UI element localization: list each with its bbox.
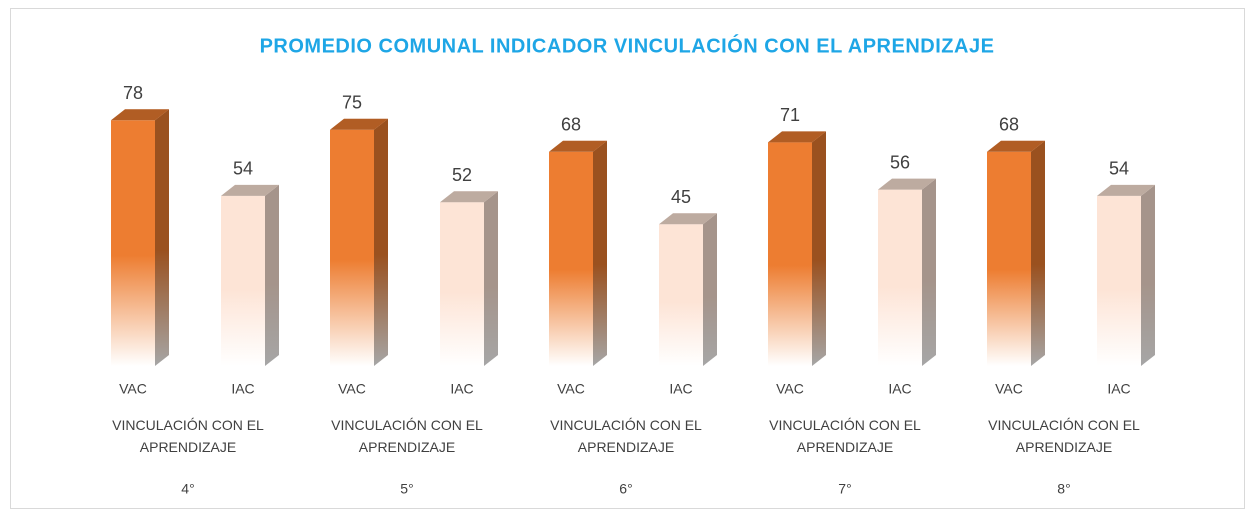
x-tick-label: VAC: [557, 381, 585, 397]
bar-top: [987, 140, 1045, 152]
bar: [440, 191, 498, 366]
bar-front: [330, 129, 374, 366]
bar-side: [812, 131, 826, 366]
x-tick-label: VAC: [995, 381, 1023, 397]
bar: [878, 178, 936, 366]
value-label: 56: [890, 152, 910, 172]
x-tick-label: IAC: [669, 381, 692, 397]
x-tick-label: IAC: [888, 381, 911, 397]
bar-front: [221, 195, 265, 366]
bar-top-shade: [768, 131, 826, 143]
x-tick-label: VAC: [338, 381, 366, 397]
x-tick-label: IAC: [450, 381, 473, 397]
group-label: VINCULACIÓN CON EL APRENDIZAJE: [331, 417, 483, 455]
bar-side-shade: [265, 184, 279, 366]
bar-front: [1097, 195, 1141, 366]
bar-side-shade: [1141, 184, 1155, 366]
bar-top: [440, 191, 498, 203]
value-label: 78: [123, 83, 143, 103]
bar-top: [111, 109, 169, 121]
group-name: 6°: [619, 481, 632, 497]
value-label: 68: [999, 115, 1019, 135]
bar-side: [265, 184, 279, 366]
group-name: 8°: [1057, 481, 1070, 497]
bar-top: [878, 178, 936, 190]
bar-top: [659, 213, 717, 225]
value-label: 75: [342, 93, 362, 113]
bar-side: [484, 191, 498, 366]
bar-front: [111, 120, 155, 366]
x-tick-label: IAC: [1107, 381, 1130, 397]
bar-top: [1097, 184, 1155, 196]
group-name: 4°: [181, 481, 194, 497]
bar: [330, 118, 388, 366]
x-tick-label: IAC: [231, 381, 254, 397]
bar-front: [440, 202, 484, 366]
bar-top: [330, 118, 388, 130]
bar-front: [987, 151, 1031, 366]
bar: [987, 140, 1045, 366]
bar-side: [374, 118, 388, 366]
group-label: VINCULACIÓN CON EL APRENDIZAJE: [550, 417, 702, 455]
bar-front: [878, 189, 922, 366]
value-label: 54: [1109, 159, 1129, 179]
bar-side: [922, 178, 936, 366]
x-tick-label: VAC: [776, 381, 804, 397]
bar-top-shade: [549, 140, 607, 152]
bar-top: [768, 131, 826, 143]
bar-side: [703, 213, 717, 366]
bar-side-shade: [812, 131, 826, 366]
value-label: 52: [452, 165, 472, 185]
bar: [659, 213, 717, 366]
x-tick-label: VAC: [119, 381, 147, 397]
bar: [768, 131, 826, 366]
bar-side-shade: [1031, 140, 1045, 366]
bar-top-shade: [659, 213, 717, 225]
bar-top-shade: [111, 109, 169, 121]
bar-side-shade: [484, 191, 498, 366]
group-label: VINCULACIÓN CON EL APRENDIZAJE: [988, 417, 1140, 455]
bar: [221, 184, 279, 366]
bar: [111, 109, 169, 367]
bar-front: [549, 151, 593, 366]
bar-side-shade: [922, 178, 936, 366]
bar-front: [659, 224, 703, 366]
bar: [1097, 184, 1155, 366]
value-label: 68: [561, 115, 581, 135]
bar-top-shade: [440, 191, 498, 203]
bar-top-shade: [1097, 184, 1155, 196]
bar-top-shade: [987, 140, 1045, 152]
bar-side: [1031, 140, 1045, 366]
bar-side-shade: [703, 213, 717, 366]
bar-top: [549, 140, 607, 152]
bar-top-shade: [221, 184, 279, 196]
chart-title: PROMEDIO COMUNAL INDICADOR VINCULACIÓN C…: [260, 33, 995, 57]
value-label: 45: [671, 187, 691, 207]
bar-side: [593, 140, 607, 366]
bar-side-shade: [593, 140, 607, 366]
group-label: VINCULACIÓN CON EL APRENDIZAJE: [112, 417, 264, 455]
group-label: VINCULACIÓN CON EL APRENDIZAJE: [769, 417, 921, 455]
value-label: 54: [233, 159, 253, 179]
bar-side-shade: [155, 109, 169, 367]
group-name: 5°: [400, 481, 413, 497]
bar: [549, 140, 607, 366]
bar-front: [768, 142, 812, 366]
group-name: 7°: [838, 481, 851, 497]
value-label: 71: [780, 105, 800, 125]
bar-top-shade: [330, 118, 388, 130]
bar-top: [221, 184, 279, 196]
bar-side: [155, 109, 169, 367]
bar-top-shade: [878, 178, 936, 190]
bar-side: [1141, 184, 1155, 366]
bar-side-shade: [374, 118, 388, 366]
